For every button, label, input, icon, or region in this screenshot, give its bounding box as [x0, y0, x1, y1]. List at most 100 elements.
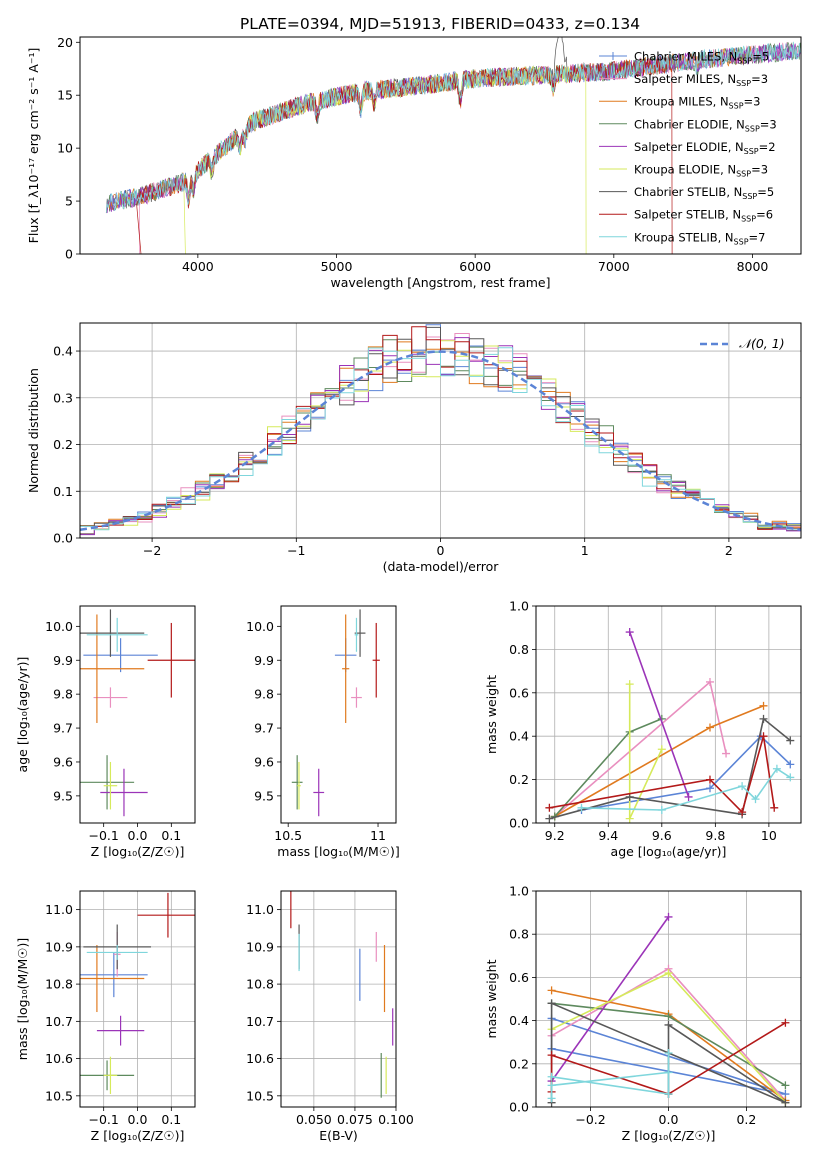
y-tick-label: 10.0 — [45, 619, 73, 634]
x-tick-label: 9.2 — [545, 828, 565, 843]
x-tick-label: 0.100 — [378, 1112, 414, 1127]
y-tick-label: 0.0 — [53, 531, 73, 546]
y-tick-label: 9.7 — [254, 721, 274, 736]
y-tick-label: 0.1 — [53, 484, 73, 499]
y-tick-label: 10.8 — [246, 977, 274, 992]
weight-marker — [664, 1020, 673, 1029]
x-tick-label: 10 — [761, 828, 777, 843]
x-tick-label: 4000 — [182, 259, 214, 274]
y-tick-label: 0.8 — [509, 642, 529, 657]
y-tick-label: 15 — [57, 88, 73, 103]
weight-vs-metallicity-panel: −0.2 0.0 0.2 0.0 0.2 0.4 0.6 0.8 1.0 Z [log₁₀(Z/Z… — [484, 884, 802, 1143]
histogram-step — [80, 326, 801, 529]
weight-line — [554, 705, 764, 818]
x-tick-label: 6000 — [459, 259, 491, 274]
y-tick-label: 1.0 — [509, 884, 529, 899]
age-vs-metallicity-panel: −0.1 0.0 0.1 9.5 9.6 9.7 9.8 9.9 10.0 Z [log₁₀(Z/… — [15, 605, 196, 859]
weight-marker — [781, 1098, 790, 1107]
x-tick-label: −0.1 — [88, 828, 118, 843]
legend-label: Chabrier STELIB, NSSP=5 — [634, 185, 774, 201]
spectrum-panel: 4000 5000 6000 7000 8000 0 5 10 15 20 wavelength [… — [26, 35, 802, 290]
weight-marker — [759, 714, 768, 723]
y-tick-label: 0 — [65, 247, 73, 262]
y-tick-label: 0.2 — [509, 1056, 529, 1071]
weight-marker — [759, 732, 768, 741]
plot-frame — [280, 605, 397, 824]
x-axis-label: Z [log₁₀(Z/Z☉)] — [622, 1128, 716, 1143]
x-tick-label: 9.8 — [705, 828, 725, 843]
x-tick-label: 0.1 — [161, 1112, 181, 1127]
spectrum-line — [105, 46, 753, 213]
x-tick-label: 0.050 — [296, 1112, 332, 1127]
figure-title: PLATE=0394, MJD=51913, FIBERID=0433, z=0… — [240, 15, 640, 33]
x-tick-label: 7000 — [598, 259, 630, 274]
y-tick-label: 9.5 — [53, 788, 73, 803]
x-tick-label: 8000 — [737, 259, 769, 274]
x-axis-label: (data-model)/error — [383, 559, 500, 574]
y-axis-label: age [log₁₀(age/yr)] — [15, 657, 30, 773]
legend-label: Kroupa MILES, NSSP=3 — [634, 95, 760, 111]
weight-marker — [738, 782, 747, 791]
x-tick-label: 10.5 — [274, 828, 302, 843]
legend-label: 𝒩(0, 1) — [739, 336, 785, 351]
y-tick-label: 10 — [57, 141, 73, 156]
weight-marker — [705, 723, 714, 732]
weight-marker — [547, 986, 556, 995]
weight-marker — [705, 775, 714, 784]
plot-frame — [79, 605, 196, 824]
y-axis-label: mass weight — [484, 959, 499, 1038]
plot-frame — [535, 605, 802, 824]
x-tick-label: 5000 — [321, 259, 353, 274]
x-axis-label: age [log₁₀(age/yr)] — [611, 844, 727, 859]
x-axis-label: mass [log₁₀(M/M☉)] — [277, 844, 399, 859]
y-tick-label: 10.0 — [246, 619, 274, 634]
y-tick-label: 9.9 — [254, 653, 274, 668]
y-tick-label: 0.4 — [509, 1013, 529, 1028]
x-tick-label: 0 — [437, 543, 445, 558]
x-axis-label: Z [log₁₀(Z/Z☉)] — [91, 1128, 185, 1143]
weight-marker — [545, 803, 554, 812]
y-tick-label: 9.6 — [53, 754, 73, 769]
plot-frame — [79, 890, 196, 1108]
x-axis-label: E(B-V) — [319, 1128, 358, 1143]
weight-marker — [759, 701, 768, 710]
x-tick-label: −0.1 — [88, 1112, 118, 1127]
y-tick-label: 0.6 — [509, 685, 529, 700]
y-tick-label: 10.6 — [45, 1051, 73, 1066]
weight-marker — [625, 628, 634, 637]
weight-marker — [684, 792, 693, 801]
weight-marker — [738, 808, 747, 817]
y-tick-label: 10.7 — [246, 1014, 274, 1029]
x-tick-label: −0.2 — [575, 1112, 605, 1127]
weight-vs-age-panel: 9.2 9.4 9.6 9.8 10 0.0 0.2 0.4 0.6 0.8 1.0 age [log… — [484, 599, 802, 859]
weight-marker — [577, 803, 586, 812]
mass-vs-metallicity-panel: −0.1 0.0 0.1 10.5 10.6 10.7 10.8 10.9 11.0 Z [log… — [15, 890, 196, 1143]
legend-label: Salpeter MILES, NSSP=3 — [634, 72, 768, 88]
legend-label: Kroupa STELIB, NSSP=7 — [634, 230, 765, 246]
legend-label: Chabrier MILES, NSSP=5 — [634, 50, 769, 66]
weight-marker — [781, 1081, 790, 1090]
y-tick-label: 20 — [57, 35, 73, 50]
y-tick-label: 0.4 — [509, 729, 529, 744]
y-axis-label: mass [log₁₀(M/M☉)] — [15, 938, 30, 1060]
y-tick-label: 1.0 — [509, 599, 529, 614]
y-tick-label: 9.5 — [254, 788, 274, 803]
x-tick-label: 0.0 — [128, 1112, 148, 1127]
weight-marker — [786, 760, 795, 769]
y-tick-label: 10.6 — [246, 1051, 274, 1066]
residual-histogram-panel: −2 −1 0 1 2 0.0 0.1 0.2 0.3 0.4 (data-model)/error… — [26, 322, 802, 574]
y-tick-label: 10.8 — [45, 977, 73, 992]
weight-marker — [781, 1018, 790, 1027]
y-tick-label: 9.8 — [53, 687, 73, 702]
weight-marker — [786, 773, 795, 782]
weight-marker — [547, 999, 556, 1008]
weight-line — [550, 916, 670, 1082]
weight-marker — [705, 784, 714, 793]
legend-label: Chabrier ELODIE, NSSP=3 — [634, 117, 777, 133]
weight-marker — [770, 803, 779, 812]
weight-marker — [664, 1068, 673, 1077]
y-tick-label: 0.4 — [53, 344, 73, 359]
y-axis-label: Normed distribution — [26, 368, 41, 493]
y-tick-label: 0.0 — [509, 816, 529, 831]
